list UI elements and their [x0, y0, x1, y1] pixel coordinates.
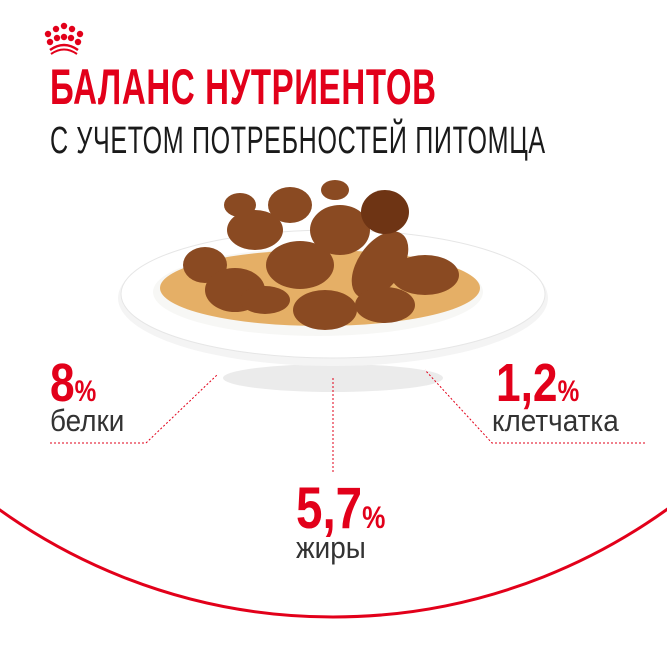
- leader-line-fiber: [424, 369, 645, 444]
- fiber-value: 1,2%: [496, 353, 580, 413]
- page-subtitle: С УЧЕТОМ ПОТРЕБНОСТЕЙ ПИТОМЦА: [50, 120, 546, 162]
- page-title: БАЛАНС НУТРИЕНТОВ: [50, 59, 437, 115]
- protein-label: белки: [50, 403, 125, 438]
- food-plate-image: [118, 180, 548, 392]
- red-arc: [0, 507, 667, 619]
- leader-line-protein: [50, 373, 219, 444]
- royal-canin-crown-logo: [44, 22, 84, 55]
- fat-value: 5,7%: [296, 476, 386, 541]
- fiber-label: клетчатка: [492, 403, 619, 438]
- fat-label: жиры: [296, 530, 366, 565]
- protein-value: 8%: [50, 353, 97, 413]
